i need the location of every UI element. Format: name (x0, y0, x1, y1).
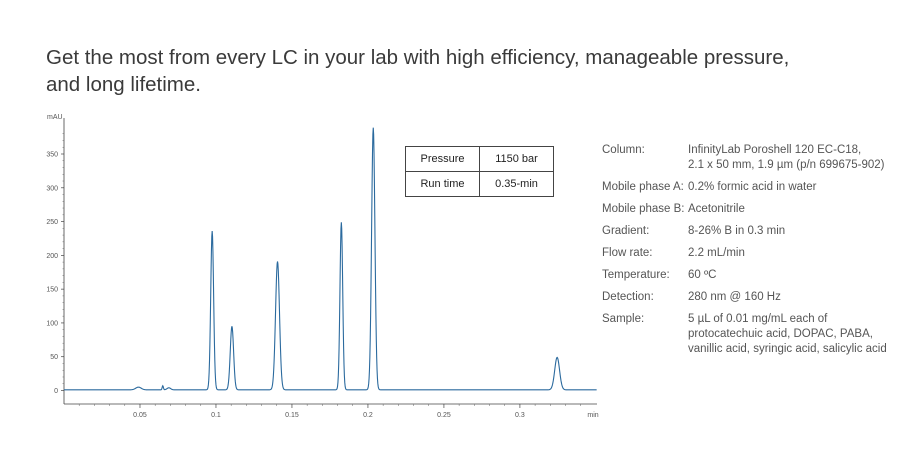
pressure-value: 1150 bar (479, 146, 554, 172)
performance-table: Pressure 1150 bar Run time 0.35-min (405, 146, 554, 197)
condition-value: 2.2 mL/min (688, 247, 745, 259)
x-axis-label: min (587, 412, 598, 419)
y-tick-label: 250 (46, 219, 58, 226)
condition-value: 5 µL of 0.01 mg/mL each of protocatechui… (688, 313, 887, 355)
condition-label: Gradient: (602, 225, 650, 237)
condition-label: Detection: (602, 291, 654, 303)
condition-row-flow-rate: Flow rate: 2.2 mL/min (602, 246, 902, 261)
condition-label: Sample: (602, 313, 645, 325)
x-tick-label: 0.25 (437, 412, 451, 419)
x-tick-label: 0.2 (363, 412, 373, 419)
y-tick-label: 100 (46, 320, 58, 327)
run-time-value: 0.35-min (479, 171, 554, 197)
y-axis-label: mAU (47, 114, 63, 121)
condition-label: Temperature: (602, 269, 670, 281)
pressure-label: Pressure (405, 146, 480, 172)
y-tick-label: 50 (50, 354, 58, 361)
condition-row-column: Column: InfinityLab Poroshell 120 EC-C18… (602, 143, 902, 173)
condition-value: 60 ºC (688, 269, 717, 281)
condition-row-sample: Sample: 5 µL of 0.01 mg/mL each of proto… (602, 312, 902, 357)
x-tick-label: 0.05 (133, 412, 147, 419)
y-tick-label: 200 (46, 253, 58, 260)
table-row: Pressure 1150 bar (405, 146, 554, 172)
x-tick-label: 0.15 (285, 412, 299, 419)
x-tick-label: 0.3 (515, 412, 525, 419)
condition-value: Acetonitrile (688, 203, 745, 215)
chromatogram-trace (64, 127, 597, 391)
chart-axes: 0 50 100 150 200 250 300 350 mAU 0.05 0.1 0.15 0.2 0.… (46, 114, 598, 419)
condition-value: 8-26% B in 0.3 min (688, 225, 786, 237)
condition-label: Flow rate: (602, 247, 653, 259)
y-tick-label: 300 (46, 185, 58, 192)
condition-row-detection: Detection: 280 nm @ 160 Hz (602, 290, 902, 305)
condition-value: InfinityLab Poroshell 120 EC-C18, 2.1 x … (688, 144, 885, 171)
run-time-label: Run time (405, 171, 480, 197)
condition-row-mobile-phase-a: Mobile phase A: 0.2% formic acid in wate… (602, 180, 902, 195)
y-tick-label: 150 (46, 287, 58, 294)
method-conditions: Column: InfinityLab Poroshell 120 EC-C18… (602, 143, 902, 364)
condition-row-temperature: Temperature: 60 ºC (602, 268, 902, 283)
table-row: Run time 0.35-min (405, 171, 554, 197)
condition-label: Mobile phase A: (602, 181, 684, 193)
condition-row-mobile-phase-b: Mobile phase B: Acetonitrile (602, 202, 902, 217)
y-tick-label: 350 (46, 152, 58, 159)
headline-line-1: Get the most from every LC in your lab w… (46, 46, 790, 69)
condition-label: Column: (602, 144, 645, 156)
x-tick-label: 0.1 (211, 412, 221, 419)
headline: Get the most from every LC in your lab w… (46, 44, 806, 98)
y-tick-label: 0 (54, 388, 58, 395)
headline-line-2: and long lifetime. (46, 73, 201, 96)
condition-label: Mobile phase B: (602, 203, 685, 215)
condition-value: 0.2% formic acid in water (688, 181, 817, 193)
condition-value: 280 nm @ 160 Hz (688, 291, 781, 303)
condition-row-gradient: Gradient: 8-26% B in 0.3 min (602, 224, 902, 239)
